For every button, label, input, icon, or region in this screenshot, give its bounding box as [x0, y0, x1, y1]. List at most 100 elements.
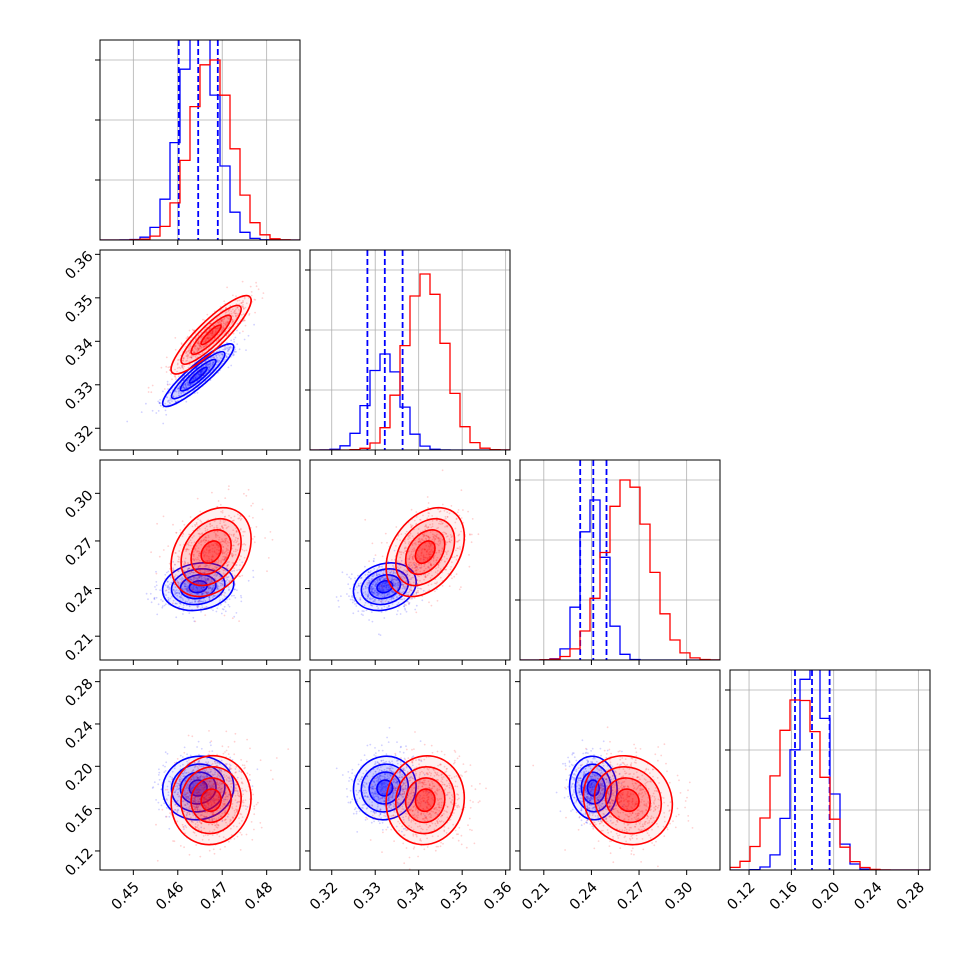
scatter-point	[196, 821, 199, 824]
scatter-point	[194, 600, 197, 603]
scatter-point	[221, 318, 224, 321]
scatter-point	[195, 545, 198, 547]
scatter-point	[184, 585, 186, 588]
scatter-point	[383, 605, 386, 608]
scatter-point	[417, 587, 419, 590]
scatter-point	[215, 543, 218, 546]
scatter-point	[393, 781, 395, 784]
scatter-point	[192, 354, 195, 357]
scatter-point	[186, 355, 189, 358]
scatter-point	[169, 391, 172, 394]
scatter-point	[387, 797, 390, 800]
scatter-point	[590, 798, 593, 801]
scatter-point	[412, 755, 415, 758]
scatter-point	[379, 579, 381, 581]
scatter-point	[210, 580, 213, 583]
scatter-point	[202, 586, 205, 589]
scatter-point	[219, 522, 222, 525]
scatter-point	[241, 561, 244, 564]
scatter-point	[394, 787, 397, 789]
scatter-point	[211, 356, 214, 359]
scatter-point	[591, 786, 594, 788]
scatter-point	[179, 754, 182, 757]
scatter-point	[174, 791, 177, 793]
scatter-point	[597, 816, 600, 819]
scatter-point	[204, 807, 207, 809]
scatter-point	[208, 367, 210, 370]
scatter-point	[211, 569, 213, 572]
scatter-point	[379, 783, 382, 785]
scatter-point	[364, 586, 367, 588]
scatter-point	[365, 783, 368, 786]
scatter-point	[376, 593, 379, 596]
scatter-point	[209, 785, 211, 787]
scatter-point	[195, 377, 197, 379]
scatter-point	[423, 773, 426, 776]
scatter-point	[401, 587, 404, 590]
scatter-point	[385, 789, 387, 791]
scatter-point	[389, 788, 392, 791]
scatter-point	[231, 318, 234, 321]
scatter-point	[417, 758, 420, 761]
scatter-point	[175, 390, 178, 393]
scatter-point	[594, 815, 597, 817]
scatter-point	[235, 564, 238, 566]
scatter-point	[379, 813, 382, 816]
scatter-point	[567, 756, 569, 759]
scatter-point	[580, 819, 583, 822]
scatter-point	[379, 808, 382, 810]
scatter-point	[383, 799, 386, 802]
scatter-point	[190, 571, 193, 573]
scatter-point	[222, 608, 225, 611]
scatter-point	[211, 596, 214, 599]
scatter-point	[227, 310, 230, 313]
scatter-point	[606, 749, 609, 752]
scatter-point	[197, 582, 200, 585]
scatter-point	[188, 329, 191, 332]
scatter-point	[227, 575, 230, 578]
scatter-point	[370, 587, 372, 590]
scatter-point	[212, 797, 215, 800]
scatter-point	[387, 586, 390, 589]
scatter-point	[165, 798, 168, 800]
scatter-point	[357, 778, 359, 781]
scatter-point	[218, 782, 221, 784]
scatter-point	[234, 308, 237, 311]
scatter-point	[377, 594, 380, 597]
scatter-point	[184, 382, 187, 385]
scatter-point	[582, 813, 584, 816]
scatter-point	[164, 409, 167, 412]
scatter-point	[374, 762, 377, 765]
scatter-point	[371, 590, 373, 593]
scatter-point	[165, 594, 168, 596]
scatter-point	[167, 599, 170, 601]
scatter-point	[381, 607, 383, 609]
scatter-point	[381, 585, 383, 587]
scatter-point	[177, 560, 179, 563]
scatter-point	[397, 582, 400, 585]
scatter-point	[602, 764, 605, 767]
scatter-point	[182, 578, 185, 580]
scatter-point	[573, 796, 575, 799]
scatter-point	[582, 774, 585, 777]
scatter-point	[372, 811, 374, 813]
scatter-point	[186, 753, 189, 756]
scatter-point	[376, 779, 379, 782]
scatter-point	[372, 575, 374, 578]
scatter-point	[228, 346, 230, 349]
scatter-point	[607, 781, 610, 784]
scatter-point	[226, 321, 229, 324]
scatter-point	[203, 799, 205, 802]
scatter-point	[185, 360, 188, 362]
scatter-point	[335, 767, 338, 770]
scatter-point	[171, 776, 174, 779]
scatter-point	[173, 767, 176, 770]
scatter-point	[205, 579, 208, 582]
scatter-point	[388, 605, 390, 607]
scatter-point	[147, 598, 149, 601]
scatter-point	[387, 799, 390, 801]
scatter-point	[592, 806, 595, 809]
scatter-point	[367, 596, 370, 599]
scatter-point	[588, 806, 591, 809]
scatter-point	[385, 582, 388, 584]
